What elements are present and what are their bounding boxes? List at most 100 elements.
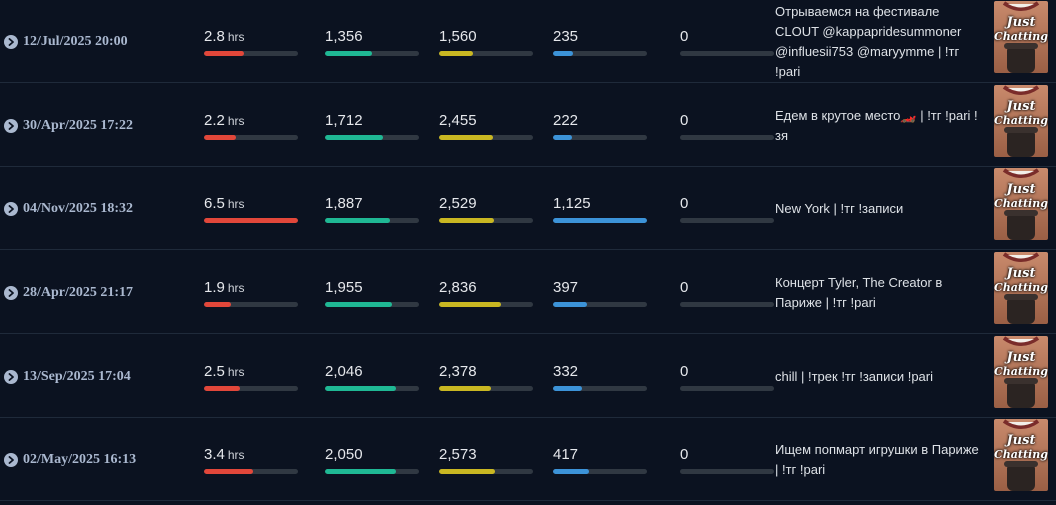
extra-metric-number: 0 — [680, 446, 689, 463]
stream-date-link[interactable]: 12/Jul/2025 20:00 — [4, 0, 128, 83]
category-thumbnail[interactable]: Just Chatting. — [994, 168, 1048, 240]
category-thumbnail[interactable]: Just Chatting. — [994, 1, 1048, 73]
duration-metric-bar-track — [204, 51, 298, 56]
extra-metric: 0 — [680, 84, 774, 167]
peak-viewers-metric-value: 2,455 — [439, 112, 477, 129]
stream-date-link[interactable]: 02/May/2025 16:13 — [4, 418, 136, 501]
stream-date-link[interactable]: 28/Apr/2025 21:17 — [4, 251, 133, 334]
category-line2: Chatting. — [994, 114, 1048, 127]
table-row[interactable]: 28/Apr/2025 21:17 1.9 hrs 1,955 2,836 397 0 Кон… — [0, 251, 1056, 334]
extra-metric-bar-track — [680, 469, 774, 474]
stream-date-link[interactable]: 30/Apr/2025 17:22 — [4, 84, 133, 167]
followers-metric-bar-track — [553, 302, 647, 307]
table-row[interactable]: 12/Jul/2025 20:00 2.8 hrs 1,356 1,560 235 0 Отр… — [0, 0, 1056, 83]
stream-date-link[interactable]: 04/Nov/2025 18:32 — [4, 167, 133, 250]
peak-viewers-metric: 2,455 — [439, 84, 533, 167]
duration-unit: hrs — [227, 365, 245, 379]
duration-metric-value: 2.8 hrs — [204, 28, 245, 45]
peak-viewers-metric-bar-track — [439, 51, 533, 56]
duration-metric-number: 2.8 — [204, 28, 225, 45]
avg-viewers-metric-bar-fill — [325, 135, 384, 140]
category-thumbnail[interactable]: Just Chatting. — [994, 85, 1048, 157]
avg-viewers-metric-bar-track — [325, 218, 419, 223]
followers-metric-bar-fill — [553, 386, 583, 391]
avg-viewers-metric-bar-track — [325, 135, 419, 140]
category-thumbnail[interactable]: Just Chatting. — [994, 419, 1048, 491]
avg-viewers-metric-bar-track — [325, 302, 419, 307]
avg-viewers-metric-value: 1,887 — [325, 195, 363, 212]
followers-metric-value: 332 — [553, 363, 578, 380]
category-line2: Chatting. — [994, 448, 1048, 461]
stream-date-text: 02/May/2025 16:13 — [23, 451, 137, 467]
peak-viewers-metric-bar-fill — [439, 302, 502, 307]
category-line1: Just — [1006, 350, 1036, 365]
extra-metric-value: 0 — [680, 112, 688, 129]
peak-viewers-metric-bar-fill — [439, 469, 496, 474]
duration-metric: 3.4 hrs — [204, 418, 298, 501]
stream-date-text: 13/Sep/2025 17:04 — [23, 368, 131, 384]
avg-viewers-metric-number: 1,356 — [325, 28, 363, 45]
peak-viewers-metric-bar-fill — [439, 218, 495, 223]
followers-metric-number: 1,125 — [553, 195, 591, 212]
table-row[interactable]: 04/Nov/2025 18:32 6.5 hrs 1,887 2,529 1,125 0 N… — [0, 167, 1056, 250]
chevron-right-circle-icon — [4, 285, 18, 300]
peak-viewers-metric-value: 2,836 — [439, 279, 477, 296]
avg-viewers-metric-bar-fill — [325, 469, 396, 474]
extra-metric-number: 0 — [680, 28, 689, 45]
extra-metric-bar-track — [680, 386, 774, 391]
extra-metric: 0 — [680, 335, 774, 418]
stream-title-text: Ищем попмарт игрушки в Париже | !тг !par… — [775, 441, 979, 477]
stream-title-text: Концерт Tyler, The Creator в Париже | !т… — [775, 274, 943, 310]
avg-viewers-metric: 2,050 — [325, 418, 419, 501]
duration-unit: hrs — [227, 448, 245, 462]
stream-date-text: 30/Apr/2025 17:22 — [23, 117, 134, 133]
extra-metric-value: 0 — [680, 446, 688, 463]
stream-date-text: 28/Apr/2025 21:17 — [23, 284, 134, 300]
duration-metric-bar-fill — [204, 218, 298, 223]
followers-metric: 332 — [553, 335, 647, 418]
category-thumbnail[interactable]: Just Chatting. — [994, 336, 1048, 408]
avg-viewers-metric: 1,356 — [325, 0, 419, 83]
stream-title-text: Отрываемся на фестивале CLOUT @kappaprid… — [775, 3, 962, 79]
table-row[interactable]: 13/Sep/2025 17:04 2.5 hrs 2,046 2,378 332 0 chi… — [0, 335, 1056, 418]
followers-metric-number: 417 — [553, 446, 579, 463]
category-line1: Just — [1006, 266, 1036, 281]
avg-viewers-metric-value: 1,955 — [325, 279, 363, 296]
category-line1: Just — [1006, 15, 1036, 30]
peak-viewers-metric-number: 2,455 — [439, 112, 477, 129]
category-thumbnail[interactable]: Just Chatting. — [994, 252, 1048, 324]
duration-metric: 2.5 hrs — [204, 335, 298, 418]
avg-viewers-metric-value: 2,050 — [325, 446, 363, 463]
duration-metric-bar-track — [204, 302, 298, 307]
stream-date-link[interactable]: 13/Sep/2025 17:04 — [4, 335, 131, 418]
stream-title: Отрываемся на фестивале CLOUT @kappaprid… — [775, 0, 985, 83]
table-row[interactable]: 02/May/2025 16:13 3.4 hrs 2,050 2,573 417 0 Ище… — [0, 418, 1056, 501]
duration-metric-value: 3.4 hrs — [204, 446, 245, 463]
extra-metric-bar-track — [680, 135, 774, 140]
avg-viewers-metric: 1,887 — [325, 167, 419, 250]
avg-viewers-metric-number: 2,046 — [325, 363, 363, 380]
duration-metric: 6.5 hrs — [204, 167, 298, 250]
followers-metric-bar-track — [553, 469, 647, 474]
extra-metric: 0 — [680, 0, 774, 83]
followers-metric-number: 235 — [553, 28, 579, 45]
table-row[interactable]: 30/Apr/2025 17:22 2.2 hrs 1,712 2,455 222 0 Еде… — [0, 84, 1056, 167]
avg-viewers-metric-number: 2,050 — [325, 446, 363, 463]
duration-unit: hrs — [227, 30, 245, 44]
peak-viewers-metric-bar-track — [439, 135, 533, 140]
avg-viewers-metric-bar-track — [325, 469, 419, 474]
duration-metric-number: 2.5 — [204, 363, 225, 380]
stream-title-text: New York | !тг !записи — [775, 200, 904, 216]
avg-viewers-metric-number: 1,712 — [325, 112, 363, 129]
peak-viewers-metric: 1,560 — [439, 0, 533, 83]
extra-metric-bar-track — [680, 302, 774, 307]
peak-viewers-metric: 2,573 — [439, 418, 533, 501]
stream-title: New York | !тг !записи — [775, 167, 985, 250]
duration-unit: hrs — [227, 114, 245, 128]
duration-metric: 1.9 hrs — [204, 251, 298, 334]
chevron-right-circle-icon — [4, 369, 18, 384]
peak-viewers-metric: 2,529 — [439, 167, 533, 250]
category-line2: Chatting. — [994, 30, 1048, 43]
duration-metric-bar-fill — [204, 386, 240, 391]
